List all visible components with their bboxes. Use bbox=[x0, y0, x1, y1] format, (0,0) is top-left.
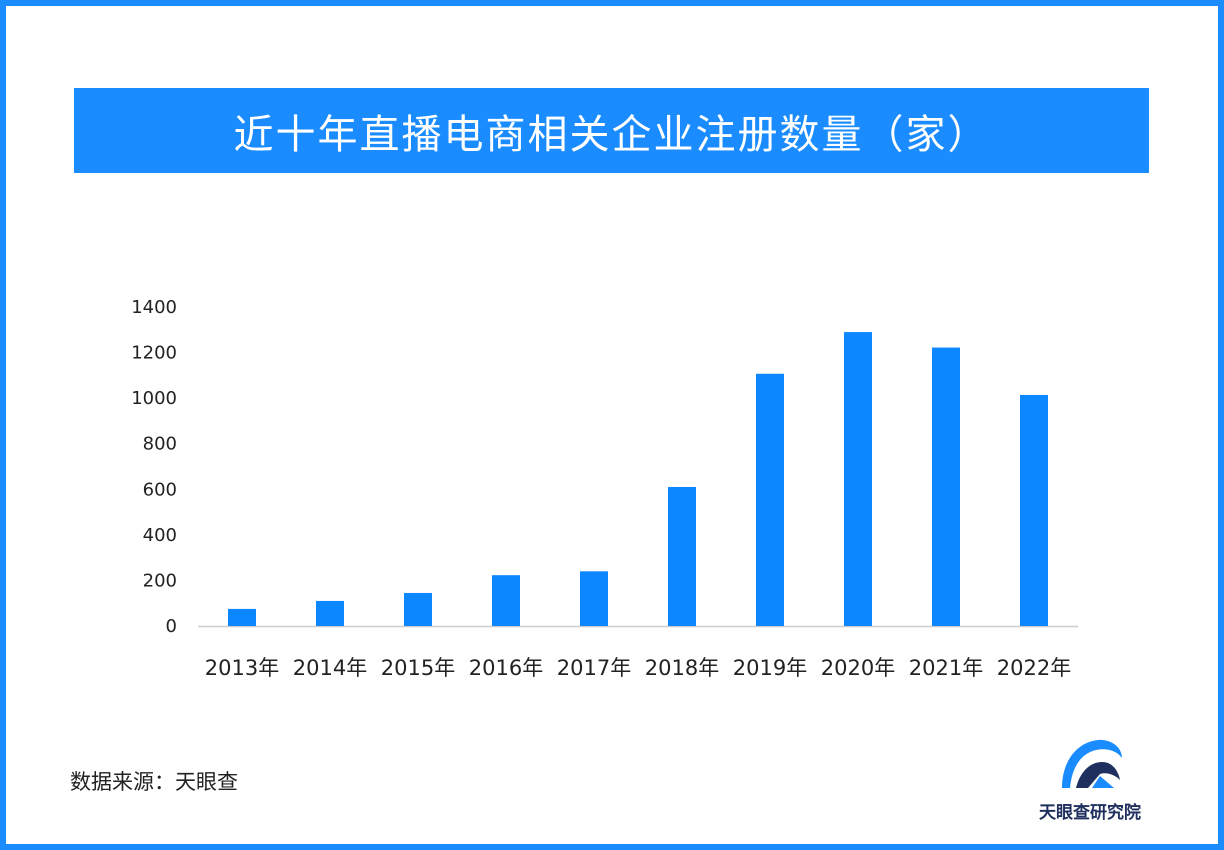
bar bbox=[932, 347, 960, 626]
x-tick-label: 2020年 bbox=[821, 656, 895, 680]
bar bbox=[668, 487, 696, 626]
y-tick-label: 0 bbox=[166, 616, 177, 637]
bar bbox=[756, 373, 784, 626]
x-tick-label: 2017年 bbox=[557, 656, 631, 680]
bar bbox=[1020, 394, 1048, 626]
y-tick-label: 400 bbox=[143, 525, 177, 546]
x-tick-label: 2019年 bbox=[733, 656, 807, 680]
bar bbox=[492, 575, 520, 626]
x-tick-label: 2021年 bbox=[909, 656, 983, 680]
y-tick-label: 1000 bbox=[131, 388, 177, 409]
y-tick-label: 200 bbox=[143, 570, 177, 591]
title-banner: 近十年直播电商相关企业注册数量（家） bbox=[74, 88, 1149, 173]
tianyancha-logo-icon bbox=[1062, 739, 1122, 788]
x-tick-label: 2013年 bbox=[205, 656, 279, 680]
bar bbox=[580, 571, 608, 626]
brand-logo: 天眼查研究院 bbox=[1026, 730, 1154, 825]
y-tick-label: 800 bbox=[143, 434, 177, 455]
bar bbox=[404, 592, 432, 626]
bar bbox=[316, 600, 344, 626]
y-tick-label: 1200 bbox=[131, 343, 177, 364]
x-tick-label: 2014年 bbox=[293, 656, 367, 680]
y-tick-label: 600 bbox=[143, 479, 177, 500]
bar bbox=[844, 332, 872, 626]
x-tick-label: 2022年 bbox=[997, 656, 1071, 680]
y-tick-label: 1400 bbox=[131, 297, 177, 318]
data-source: 数据来源：天眼查 bbox=[70, 770, 238, 794]
chart-title: 近十年直播电商相关企业注册数量（家） bbox=[233, 111, 990, 158]
logo-text: 天眼查研究院 bbox=[1039, 803, 1141, 823]
bar bbox=[228, 608, 256, 626]
x-tick-label: 2015年 bbox=[381, 656, 455, 680]
x-tick-label: 2018年 bbox=[645, 656, 719, 680]
x-tick-label: 2016年 bbox=[469, 656, 543, 680]
